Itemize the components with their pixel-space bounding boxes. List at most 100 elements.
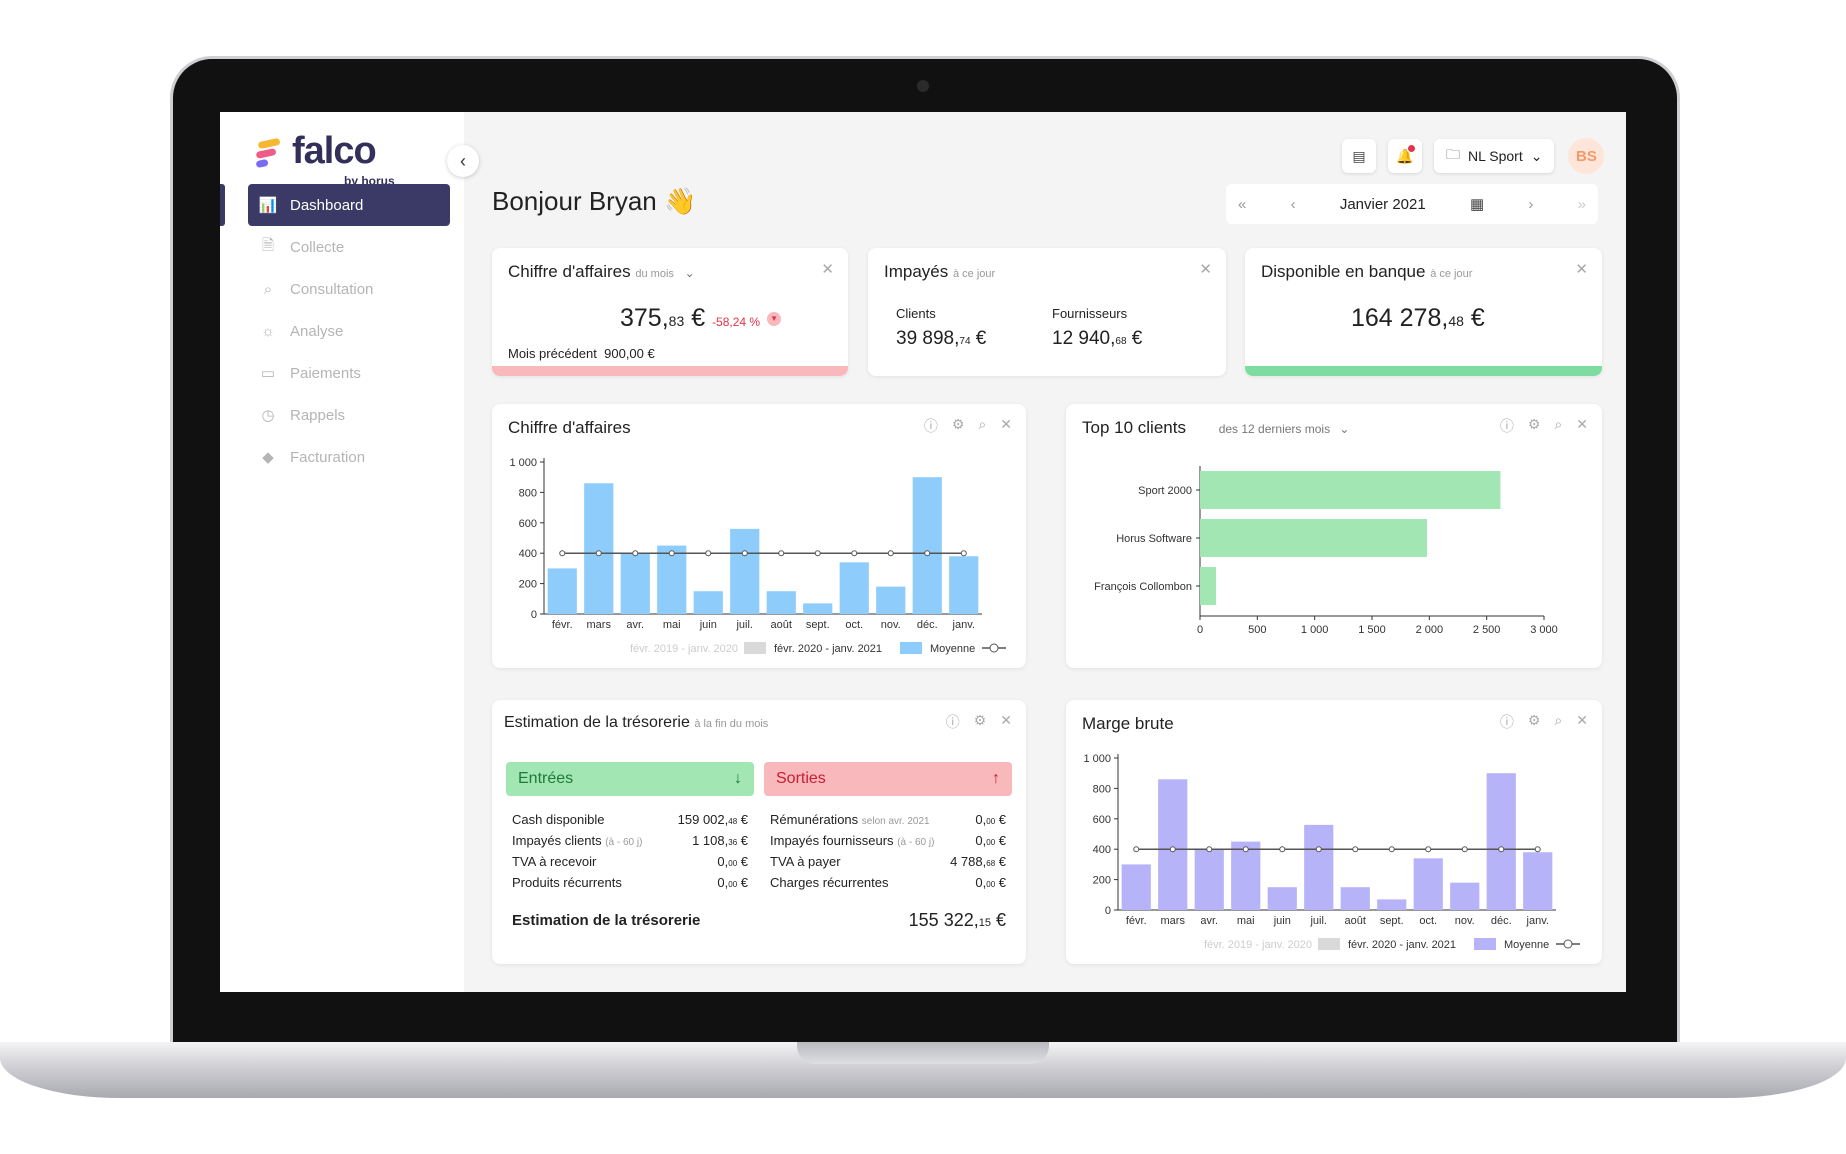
value-decimals: 68 bbox=[1115, 336, 1127, 347]
y-tick-label: Sport 2000 bbox=[1138, 485, 1192, 497]
row-value: 159 002,48 € bbox=[678, 812, 748, 827]
notification-badge bbox=[1408, 145, 1415, 152]
close-icon[interactable]: ✕ bbox=[1199, 261, 1212, 278]
x-tick-label: 2 000 bbox=[1416, 624, 1444, 636]
card-title: Chiffre d'affaires du mois ⌄ bbox=[508, 262, 695, 282]
average-point bbox=[851, 550, 858, 557]
help-icon[interactable]: ⓘ bbox=[945, 714, 960, 730]
chat-button[interactable]: ▤ bbox=[1342, 139, 1376, 173]
calendar-icon[interactable]: ▦ bbox=[1469, 196, 1485, 213]
value-decimals: 00 bbox=[728, 859, 738, 868]
bag-icon: ◆ bbox=[262, 449, 274, 466]
treasury-total-value: 155 322,15 € bbox=[909, 910, 1006, 931]
sidebar-item-paiements[interactable]: ▭ Paiements bbox=[248, 352, 450, 394]
x-tick-label: oct. bbox=[845, 619, 863, 631]
value-currency: € bbox=[995, 812, 1006, 827]
value-integer: 39 898, bbox=[896, 328, 960, 349]
chart-bar bbox=[1121, 864, 1151, 910]
sidebar-item-dashboard[interactable]: 📊 Dashboard bbox=[248, 184, 450, 226]
row-label: Cash disponible bbox=[512, 812, 605, 827]
sidebar-item-collecte[interactable]: 🗎 Collecte bbox=[248, 226, 450, 268]
x-tick-label: déc. bbox=[1491, 915, 1512, 927]
notifications-button[interactable]: 🔔 bbox=[1388, 139, 1422, 173]
chart-bar bbox=[547, 568, 577, 614]
y-tick-label: 800 bbox=[519, 487, 537, 499]
value-integer: 1 108, bbox=[692, 833, 729, 848]
x-tick-label: févr. bbox=[1126, 915, 1147, 927]
laptop-camera bbox=[917, 80, 929, 92]
sidebar-nav: 📊 Dashboard 🗎 Collecte ⌕ Consultation ☼ … bbox=[248, 184, 450, 478]
help-icon[interactable]: ⓘ bbox=[1499, 714, 1514, 730]
chevron-down-icon[interactable]: ⌄ bbox=[684, 266, 695, 280]
sidebar-item-consultation[interactable]: ⌕ Consultation bbox=[248, 268, 450, 310]
company-selector[interactable]: 🗀 NL Sport ⌄ bbox=[1434, 139, 1555, 173]
average-point bbox=[595, 550, 602, 557]
file-icon: 🗎 bbox=[261, 236, 275, 254]
chevron-left-icon[interactable]: ‹ bbox=[1290, 195, 1296, 213]
kpi-card-bank: Disponible en banque à ce jour ✕ 164 278… bbox=[1245, 248, 1602, 376]
card-title: Impayés à ce jour bbox=[884, 262, 995, 282]
value-currency: € bbox=[1463, 304, 1485, 332]
card-title-text: Estimation de la trésorerie bbox=[504, 714, 690, 731]
x-tick-label: sept. bbox=[806, 619, 830, 631]
row-label: Impayés clients bbox=[512, 833, 602, 848]
close-icon[interactable]: ✕ bbox=[821, 261, 834, 278]
card-title-text: Top 10 clients bbox=[1082, 418, 1186, 437]
average-point bbox=[1133, 846, 1140, 853]
chart-bar bbox=[730, 528, 760, 614]
close-icon[interactable]: ✕ bbox=[1575, 261, 1588, 278]
double-chevron-right-icon[interactable]: » bbox=[1577, 195, 1586, 213]
greeting-text: Bonjour Bryan bbox=[492, 186, 657, 216]
close-icon[interactable]: ✕ bbox=[1000, 712, 1012, 728]
collapse-sidebar-button[interactable]: ‹ bbox=[447, 145, 479, 177]
value-integer: 4 788, bbox=[950, 854, 987, 869]
chevron-right-icon[interactable]: › bbox=[1528, 195, 1534, 213]
average-point bbox=[1242, 846, 1249, 853]
sidebar-item-rappels[interactable]: ◷ Rappels bbox=[248, 394, 450, 436]
value-currency: € bbox=[995, 875, 1006, 890]
list-item: Impayés clients (à - 60 j) bbox=[512, 833, 642, 848]
x-tick-label: 3 000 bbox=[1530, 624, 1558, 636]
double-chevron-left-icon[interactable]: « bbox=[1238, 195, 1247, 213]
zoom-icon[interactable]: ⌕ bbox=[1554, 416, 1563, 432]
legend-current-swatch bbox=[900, 642, 922, 654]
help-icon[interactable]: ⓘ bbox=[923, 418, 938, 434]
sidebar-item-label: Analyse bbox=[290, 322, 344, 340]
close-icon[interactable]: ✕ bbox=[1576, 416, 1588, 432]
inflows-label: Entrées bbox=[518, 770, 574, 787]
revenue-chart-card: Chiffre d'affaires ⓘ ⚙ ⌕ ✕ 0 200 400 600 800… bbox=[492, 404, 1026, 668]
avatar[interactable]: BS bbox=[1568, 138, 1605, 174]
close-icon[interactable]: ✕ bbox=[1576, 712, 1588, 728]
row-value: 0,00 € bbox=[975, 833, 1006, 848]
folder-icon: 🗀 bbox=[1446, 146, 1460, 162]
kpi-card-revenue: Chiffre d'affaires du mois ⌄ ✕ 375,83 € … bbox=[492, 248, 848, 376]
y-tick-label: 600 bbox=[1093, 814, 1111, 826]
chart-bar bbox=[839, 562, 869, 614]
zoom-icon[interactable]: ⌕ bbox=[978, 416, 987, 432]
sidebar-item-facturation[interactable]: ◆ Facturation bbox=[248, 436, 450, 478]
gear-icon[interactable]: ⚙ bbox=[951, 416, 965, 432]
legend-average-label: Moyenne bbox=[1504, 939, 1549, 951]
help-icon[interactable]: ⓘ bbox=[1499, 418, 1514, 434]
x-tick-label: avr. bbox=[626, 619, 644, 631]
card-tools: ⓘ ⚙ ⌕ ✕ bbox=[1500, 712, 1588, 732]
period-label: des 12 derniers mois bbox=[1218, 422, 1331, 436]
gear-icon[interactable]: ⚙ bbox=[1527, 416, 1541, 432]
average-point bbox=[559, 550, 566, 557]
zoom-icon[interactable]: ⌕ bbox=[1554, 712, 1563, 728]
gross-margin-card: Marge brute ⓘ ⚙ ⌕ ✕ 0 200 400 600 800 1 000 fé… bbox=[1066, 700, 1602, 964]
gear-icon[interactable]: ⚙ bbox=[973, 712, 987, 728]
period-selector[interactable]: des 12 derniers mois ⌄ bbox=[1219, 422, 1350, 436]
sidebar-item-analyse[interactable]: ☼ Analyse bbox=[248, 310, 450, 352]
close-icon[interactable]: ✕ bbox=[1000, 416, 1012, 432]
x-tick-label: mai bbox=[663, 619, 681, 631]
y-tick-label: 1 000 bbox=[509, 457, 537, 469]
gear-icon[interactable]: ⚙ bbox=[1527, 712, 1541, 728]
previous-month-value: 900,00 € bbox=[604, 346, 655, 361]
current-month[interactable]: Janvier 2021 bbox=[1339, 195, 1426, 213]
legend-average-marker bbox=[1563, 939, 1573, 949]
sidebar-item-label: Consultation bbox=[290, 280, 374, 298]
chart-bar bbox=[1340, 887, 1370, 910]
chart-bar bbox=[1304, 824, 1334, 910]
value-currency: € bbox=[737, 854, 748, 869]
